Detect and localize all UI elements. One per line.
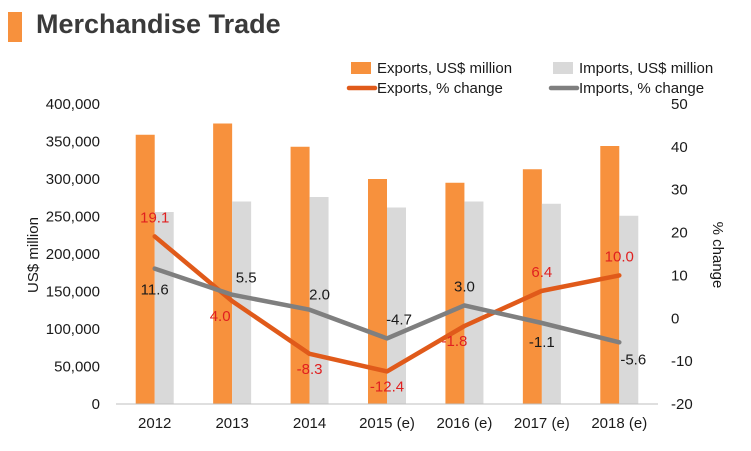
right-tick-label: 30 [671, 182, 688, 199]
legend-swatch-0 [351, 62, 371, 74]
right-tick-label: -20 [671, 396, 693, 413]
exports-bar-2 [290, 146, 310, 404]
x-tick-label: 2018 (e) [591, 415, 647, 432]
left-tick-label: 400,000 [46, 96, 100, 113]
exports-change-label-3: -12.4 [370, 378, 404, 395]
legend-label-3: Imports, % change [579, 80, 704, 97]
left-tick-label: 150,000 [46, 284, 100, 301]
right-tick-label: -10 [671, 353, 693, 370]
imports-change-line [152, 266, 622, 345]
imports-bar-5 [541, 203, 561, 404]
exports-change-label-5: 6.4 [531, 264, 552, 281]
right-axis-title: % change [709, 222, 726, 289]
exports-change-label-4: -1.8 [441, 333, 467, 350]
exports-change-label-2: -8.3 [297, 361, 323, 378]
imports-change-label-1: 5.5 [236, 270, 257, 287]
x-tick-label: 2017 (e) [514, 415, 570, 432]
imports-change-label-3: -4.7 [386, 311, 412, 328]
exports-bar-5 [522, 169, 542, 404]
exports-change-label-6: 10.0 [605, 248, 634, 265]
x-tick-label: 2013 [215, 415, 248, 432]
imports-change-label-0: 11.6 [141, 282, 169, 299]
legend-label-1: Imports, US$ million [579, 60, 713, 77]
imports-change-label-5: -1.1 [529, 334, 555, 351]
right-tick-label: 20 [671, 225, 688, 242]
exports-change-label-0: 19.1 [140, 209, 169, 226]
x-tick-label: 2016 (e) [436, 415, 492, 432]
title-accent-bar [8, 12, 22, 42]
right-tick-label: 0 [671, 310, 679, 327]
right-tick-label: 50 [671, 96, 688, 113]
left-tick-label: 250,000 [46, 209, 100, 226]
legend-swatch-1 [553, 62, 573, 74]
right-tick-label: 10 [671, 267, 688, 284]
imports-bar-4 [464, 201, 484, 404]
page-title: Merchandise Trade [36, 9, 281, 39]
exports-bar-4 [445, 182, 465, 404]
x-tick-label: 2012 [138, 415, 171, 432]
exports-bar-0 [135, 134, 155, 404]
exports-change-label-1: 4.0 [210, 308, 231, 325]
imports-bar-0 [154, 212, 174, 404]
left-tick-label: 200,000 [46, 246, 100, 263]
imports-change-label-4: 3.0 [454, 278, 475, 295]
right-tick-label: 40 [671, 139, 688, 156]
left-tick-label: 0 [92, 396, 100, 413]
imports-bar-3 [387, 207, 406, 404]
imports-change-label-2: 2.0 [309, 287, 330, 304]
imports-bar-2 [309, 197, 329, 404]
legend-label-2: Exports, % change [377, 80, 503, 97]
left-tick-label: 50,000 [54, 359, 100, 376]
left-tick-label: 350,000 [46, 134, 100, 151]
exports-bar-1 [213, 123, 233, 404]
x-tick-label: 2014 [293, 415, 326, 432]
legend-label-0: Exports, US$ million [377, 60, 512, 77]
exports-change-line [152, 234, 622, 374]
left-tick-label: 100,000 [46, 321, 100, 338]
x-tick-label: 2015 (e) [359, 415, 415, 432]
left-axis-title: US$ million [25, 217, 42, 293]
left-tick-label: 300,000 [46, 171, 100, 188]
imports-change-label-6: -5.6 [620, 351, 646, 368]
exports-bar-3 [368, 179, 387, 404]
imports-bar-6 [619, 215, 639, 404]
imports-bar-1 [232, 201, 252, 404]
